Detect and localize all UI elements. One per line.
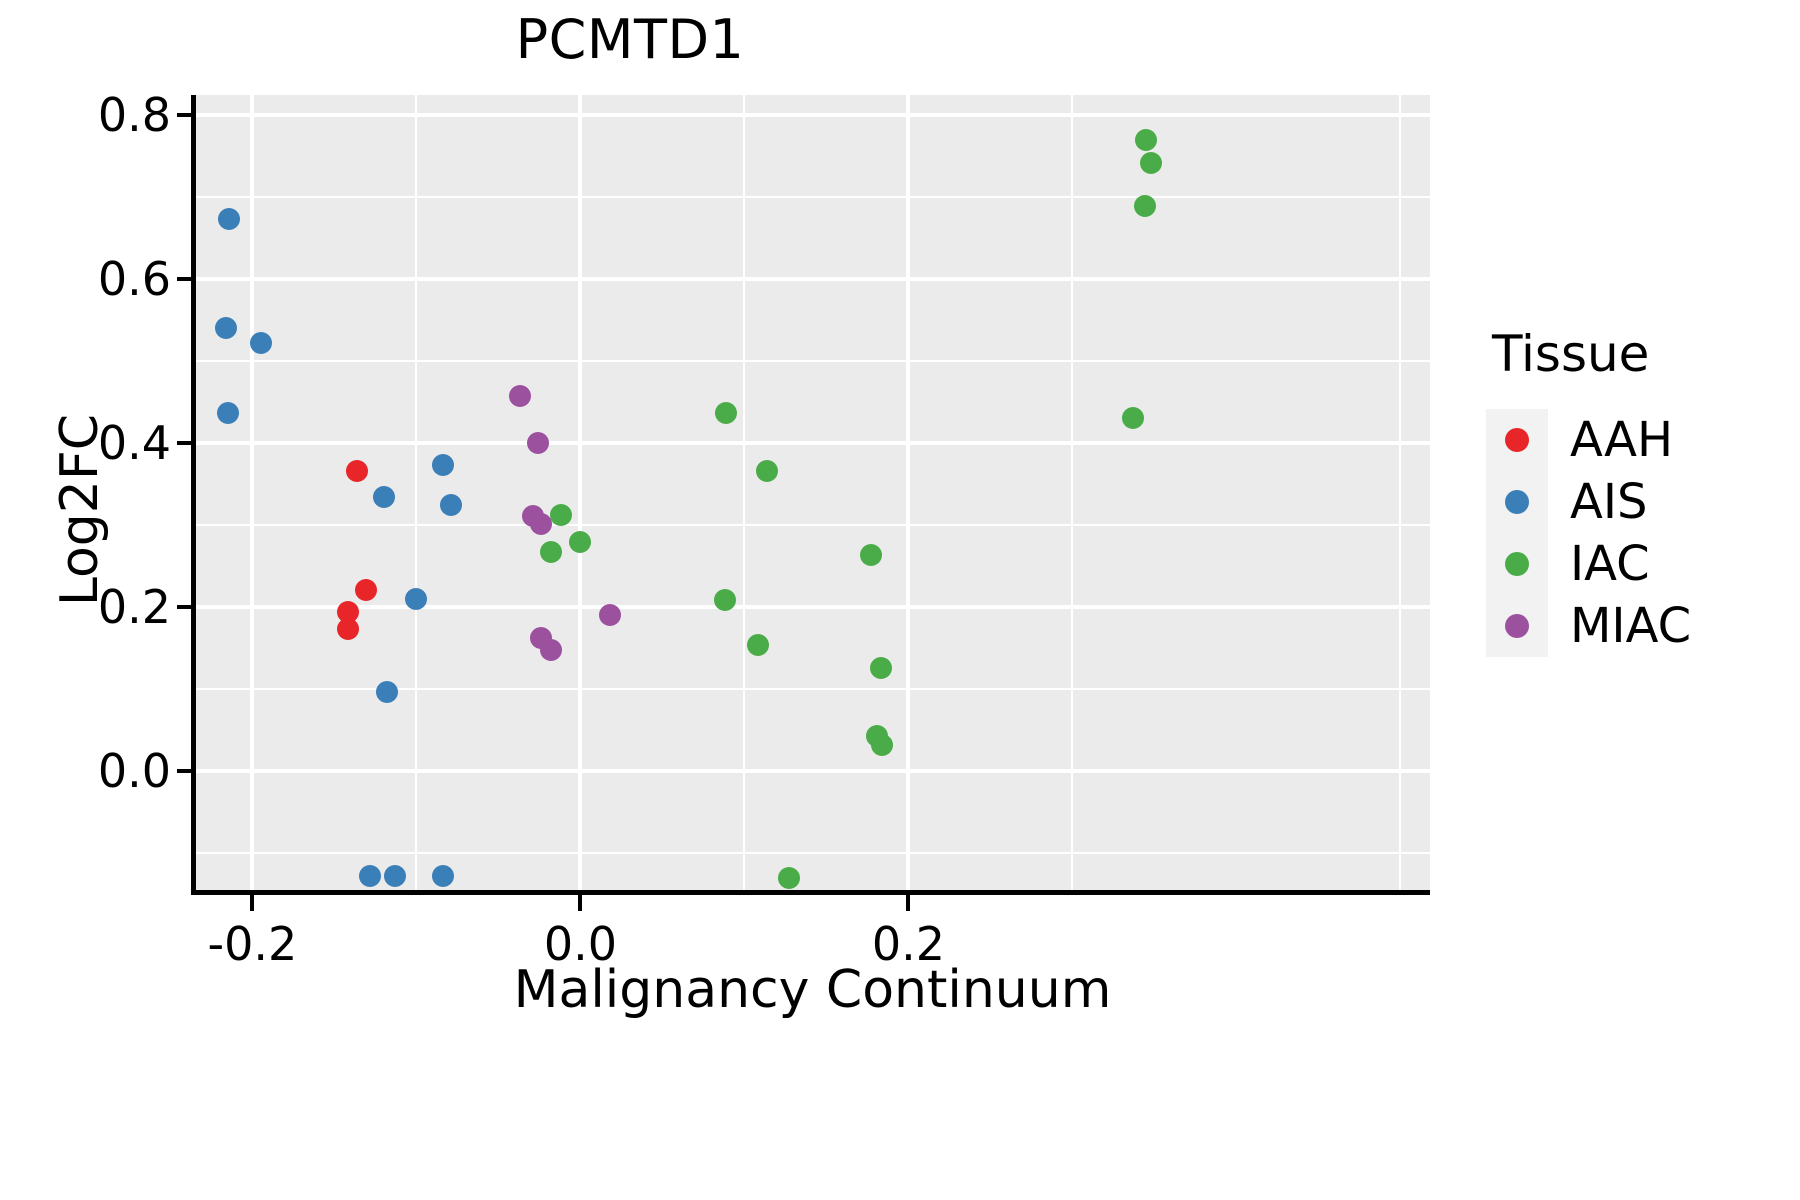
gridline-horizontal — [195, 196, 1430, 199]
gridline-vertical — [1399, 95, 1402, 890]
legend: Tissue AAH AIS IAC MIAC — [1486, 325, 1786, 657]
x-tick-mark — [906, 895, 911, 911]
y-tick-label: 0.4 — [97, 416, 171, 471]
data-point-iac — [756, 460, 779, 483]
gridline-horizontal — [195, 113, 1430, 118]
gridline-horizontal — [195, 277, 1430, 282]
legend-items: AAH AIS IAC MIAC — [1486, 409, 1786, 657]
gridline-vertical — [743, 95, 746, 890]
legend-dot-icon — [1505, 490, 1529, 514]
data-point-ais — [405, 588, 428, 611]
gridline-horizontal — [195, 605, 1430, 610]
data-point-aah — [354, 579, 377, 602]
data-point-ais — [372, 486, 395, 509]
data-point-iac — [871, 733, 894, 756]
data-point-ais — [216, 402, 239, 424]
y-tick-label: 0.0 — [97, 744, 171, 799]
legend-item-aah[interactable]: AAH — [1486, 409, 1786, 471]
data-point-iac — [1122, 406, 1145, 429]
data-point-miac — [598, 603, 621, 626]
y-tick-label: 0.2 — [97, 580, 171, 635]
data-point-iac — [539, 540, 562, 563]
data-point-iac — [869, 656, 892, 679]
data-point-ais — [431, 454, 454, 477]
x-axis-line — [191, 890, 1430, 895]
y-tick-label: 0.6 — [97, 252, 171, 307]
gridline-horizontal — [195, 524, 1430, 527]
data-point-ais — [218, 207, 241, 230]
data-point-ais — [384, 865, 407, 888]
data-point-ais — [215, 316, 238, 339]
legend-item-label: MIAC — [1570, 598, 1692, 654]
data-point-iac — [1133, 194, 1156, 217]
gridline-horizontal — [195, 360, 1430, 363]
legend-item-ais[interactable]: AIS — [1486, 471, 1786, 533]
y-tick-mark — [177, 441, 192, 446]
x-tick-label: -0.2 — [207, 917, 298, 971]
data-point-miac — [526, 432, 549, 455]
legend-key — [1486, 490, 1548, 514]
gridline-horizontal — [195, 688, 1430, 691]
legend-item-label: IAC — [1570, 536, 1650, 592]
data-point-ais — [249, 331, 272, 354]
gridline-horizontal — [195, 852, 1430, 855]
gridline-vertical — [415, 95, 418, 890]
chart-title: PCMTD1 — [515, 8, 745, 71]
gridline-vertical — [250, 95, 255, 890]
data-point-iac — [1135, 129, 1158, 152]
y-tick-mark — [177, 605, 192, 610]
legend-item-iac[interactable]: IAC — [1486, 533, 1786, 595]
data-point-miac — [539, 638, 562, 661]
gridline-vertical — [906, 95, 911, 890]
plot-panel — [195, 95, 1430, 890]
data-point-iac — [549, 503, 572, 526]
data-point-ais — [359, 865, 382, 888]
gridline-horizontal — [195, 769, 1430, 774]
data-point-ais — [431, 865, 454, 888]
data-point-iac — [859, 543, 882, 566]
data-point-miac — [508, 384, 531, 407]
x-tick-mark — [250, 895, 255, 911]
legend-dot-icon — [1505, 614, 1529, 638]
legend-dot-icon — [1505, 552, 1529, 576]
data-point-iac — [777, 866, 800, 889]
data-point-iac — [715, 402, 738, 424]
legend-key — [1486, 428, 1548, 452]
legend-key — [1486, 552, 1548, 576]
data-point-miac — [530, 513, 553, 536]
data-point-iac — [1140, 152, 1163, 175]
y-tick-label: 0.8 — [97, 88, 171, 143]
data-point-iac — [713, 588, 736, 611]
y-tick-mark — [177, 769, 192, 774]
data-point-iac — [746, 633, 769, 656]
y-tick-mark — [177, 277, 192, 282]
gridline-horizontal — [195, 441, 1430, 446]
x-axis-title: Malignancy Continuum — [513, 960, 1112, 1020]
data-point-ais — [439, 493, 462, 516]
x-tick-label: 0.2 — [871, 917, 946, 971]
legend-item-label: AAH — [1570, 412, 1674, 468]
legend-title: Tissue — [1492, 325, 1650, 383]
x-tick-mark — [578, 895, 583, 911]
legend-item-label: AIS — [1570, 474, 1648, 530]
y-axis-line — [191, 95, 196, 890]
gridline-vertical — [578, 95, 583, 890]
data-point-iac — [569, 531, 592, 554]
legend-item-miac[interactable]: MIAC — [1486, 595, 1786, 657]
y-tick-mark — [177, 113, 192, 118]
gridline-vertical — [1071, 95, 1074, 890]
legend-dot-icon — [1505, 428, 1529, 452]
x-tick-label: 0.0 — [543, 917, 617, 971]
data-point-aah — [336, 617, 359, 640]
data-point-ais — [375, 681, 398, 704]
legend-key — [1486, 614, 1548, 638]
data-point-aah — [346, 460, 369, 483]
